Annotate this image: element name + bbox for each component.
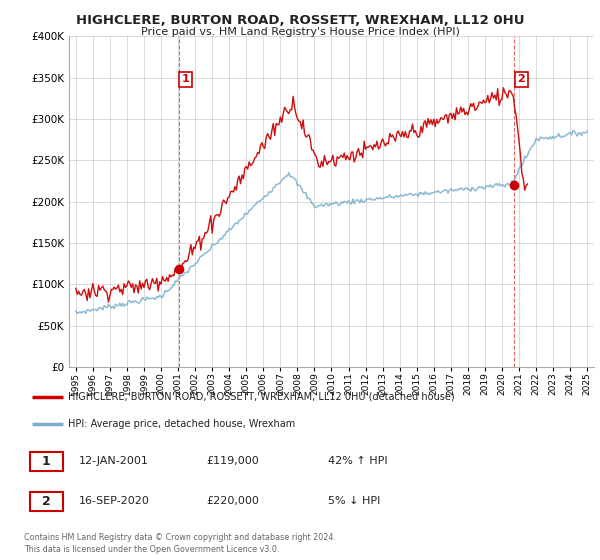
- Text: Price paid vs. HM Land Registry's House Price Index (HPI): Price paid vs. HM Land Registry's House …: [140, 27, 460, 37]
- Text: HPI: Average price, detached house, Wrexham: HPI: Average price, detached house, Wrex…: [68, 419, 295, 429]
- Text: £220,000: £220,000: [206, 496, 259, 506]
- Text: 2: 2: [517, 74, 525, 85]
- Text: 5% ↓ HPI: 5% ↓ HPI: [328, 496, 380, 506]
- Text: 1: 1: [182, 74, 189, 85]
- Text: 1: 1: [42, 455, 50, 468]
- FancyBboxPatch shape: [29, 492, 62, 511]
- Text: HIGHCLERE, BURTON ROAD, ROSSETT, WREXHAM, LL12 0HU (detached house): HIGHCLERE, BURTON ROAD, ROSSETT, WREXHAM…: [68, 391, 455, 402]
- Text: 2: 2: [42, 495, 50, 508]
- Text: Contains HM Land Registry data © Crown copyright and database right 2024.
This d: Contains HM Land Registry data © Crown c…: [24, 533, 336, 554]
- FancyBboxPatch shape: [29, 452, 62, 471]
- Text: 42% ↑ HPI: 42% ↑ HPI: [328, 456, 387, 466]
- Text: HIGHCLERE, BURTON ROAD, ROSSETT, WREXHAM, LL12 0HU: HIGHCLERE, BURTON ROAD, ROSSETT, WREXHAM…: [76, 14, 524, 27]
- Text: 16-SEP-2020: 16-SEP-2020: [79, 496, 150, 506]
- Text: £119,000: £119,000: [206, 456, 259, 466]
- Text: 12-JAN-2001: 12-JAN-2001: [79, 456, 149, 466]
